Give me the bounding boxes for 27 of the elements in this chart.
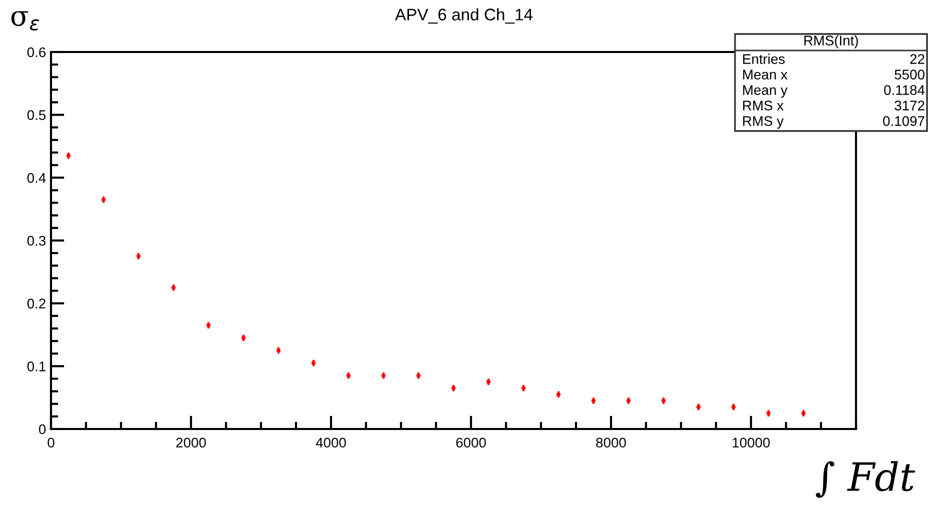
y-tick-label: 0.5 — [27, 110, 46, 120]
y-tick-label: 0.2 — [27, 298, 46, 309]
y-tick-label: 0.6 — [27, 47, 46, 58]
text: 0.1184 — [884, 85, 925, 95]
y-tick-label: 0.1 — [27, 362, 46, 372]
y-tick-label: 0 — [38, 424, 46, 434]
text: 3172 — [894, 100, 924, 110]
chart-title: APV_6 and Ch_14 — [395, 8, 533, 24]
x-tick-label: 6000 — [456, 438, 486, 448]
text: 0.1097 — [883, 116, 924, 126]
x-tick-label: 8000 — [596, 438, 626, 448]
text: 5500 — [894, 70, 924, 80]
y-tick-label: 0.4 — [27, 173, 46, 183]
x-tick-label: 0 — [48, 438, 54, 448]
x-axis-title: ∫ Fdt — [816, 461, 916, 498]
y-tick-label: 0.3 — [27, 236, 46, 246]
annotation: Entries — [743, 54, 785, 64]
x-tick-label: 4000 — [316, 438, 346, 448]
annotation: RMS x — [743, 100, 784, 110]
annotation: Mean x — [743, 70, 788, 80]
x-tick-label: 10000 — [732, 438, 770, 448]
text: RMS(Int) — [804, 35, 858, 48]
annotation: RMS y — [743, 116, 784, 129]
annotation: Mean y — [743, 85, 788, 98]
text: 22 — [910, 54, 924, 64]
y-axis-title: σ$_{ε}$ — [11, 11, 40, 30]
x-tick-label: 2000 — [176, 438, 206, 448]
